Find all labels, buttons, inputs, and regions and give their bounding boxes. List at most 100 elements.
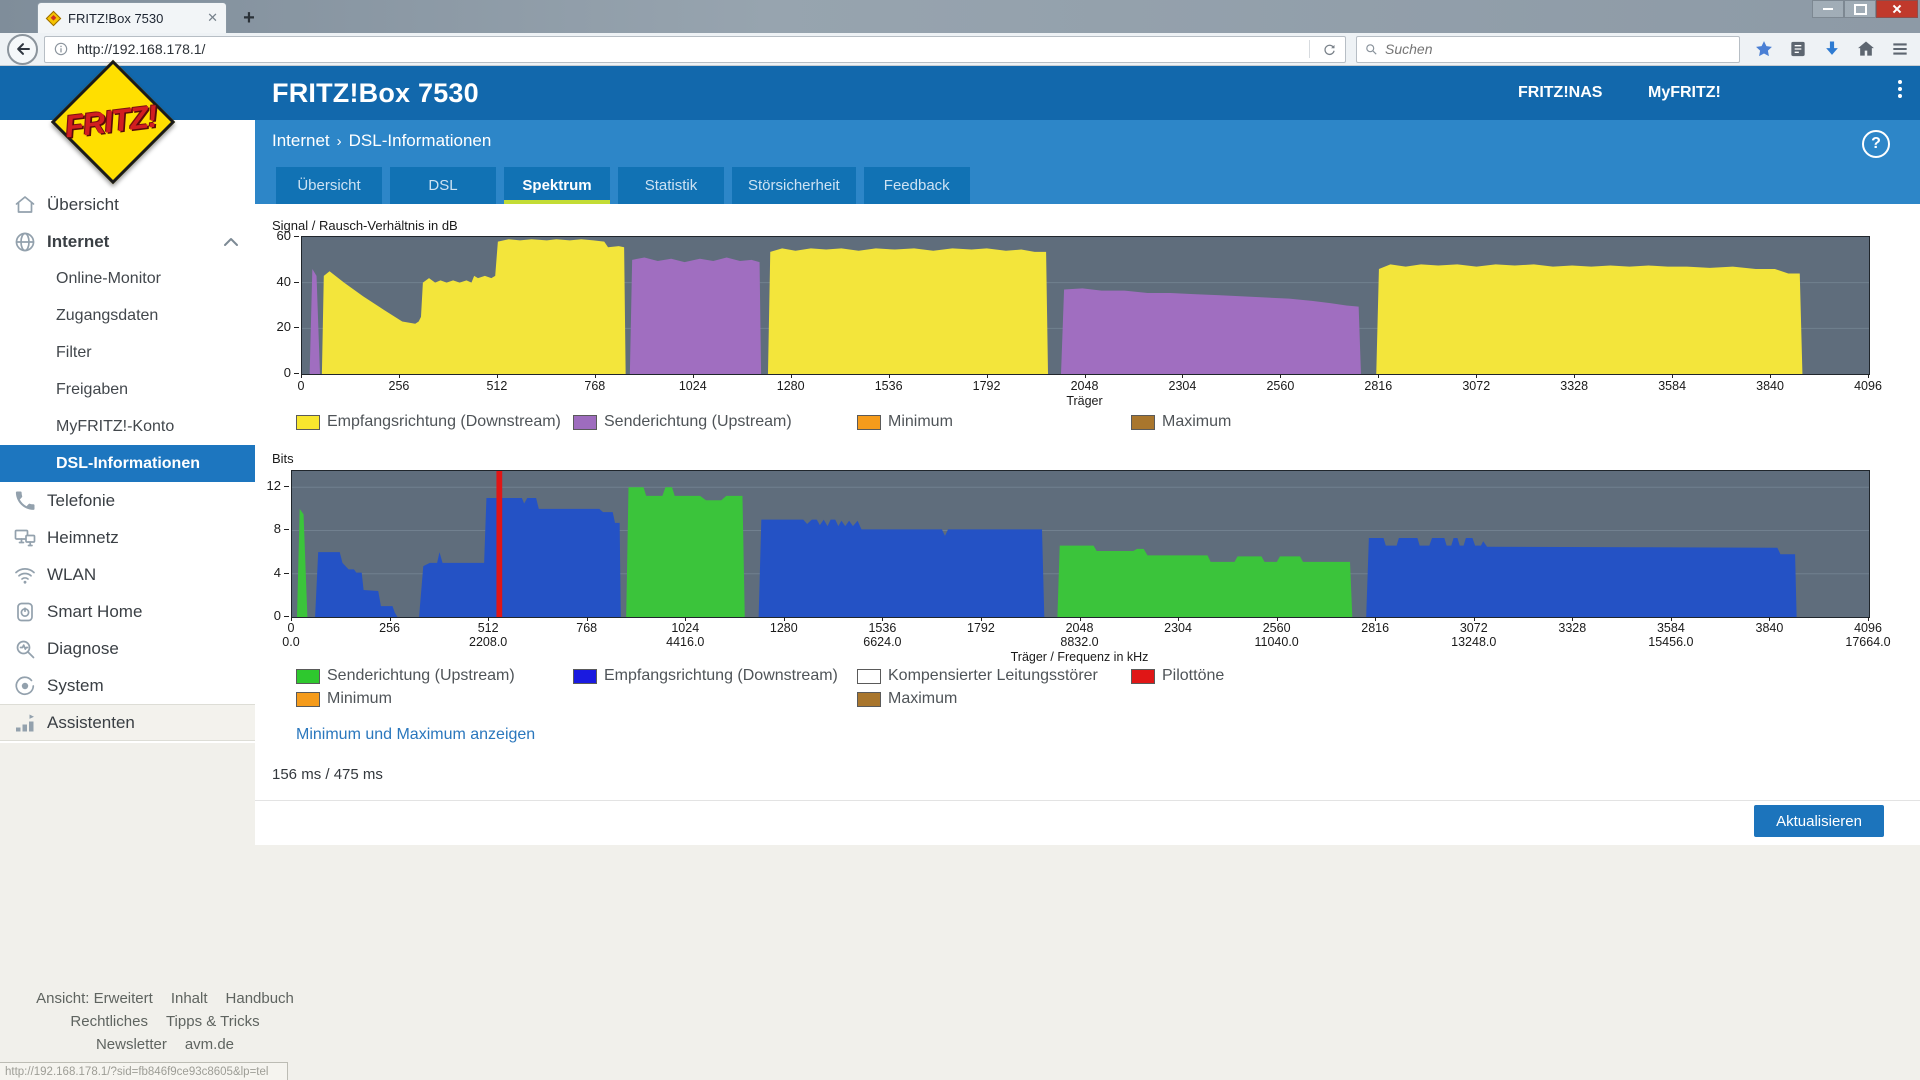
x-tick-mark — [1574, 374, 1576, 378]
sidebar: Übersicht Internet Online-Monitor Zugangsda… — [0, 120, 255, 743]
window-controls — [1812, 0, 1918, 18]
new-tab-button[interactable]: + — [243, 7, 255, 29]
footer-link-avm-de[interactable]: avm.de — [184, 1036, 235, 1053]
sidebar-item-heimnetz[interactable]: Heimnetz — [0, 519, 255, 556]
sidebar-item-diagnose[interactable]: Diagnose — [0, 630, 255, 667]
tab-spektrum[interactable]: Spektrum — [504, 167, 610, 204]
sidebar-item-telefonie[interactable]: Telefonie — [0, 482, 255, 519]
x-freq-label: 15456.0 — [1648, 635, 1694, 649]
legend-label: Maximum — [1162, 413, 1232, 430]
browser-tab-title: FRITZ!Box 7530 — [68, 10, 164, 26]
x-tick-label: 512 — [477, 621, 499, 635]
x-tick-label: 256 — [388, 379, 410, 393]
reload-icon[interactable] — [1322, 42, 1337, 57]
chevron-up-icon[interactable] — [219, 231, 239, 251]
x-tick-label: 512 — [486, 379, 508, 393]
x-tick-mark — [488, 617, 490, 621]
tab-bersicht[interactable]: Übersicht — [276, 167, 382, 204]
tab-close-icon[interactable]: ✕ — [207, 10, 218, 25]
back-button[interactable] — [7, 33, 38, 65]
browser-tab[interactable]: FRITZ!Box 7530 ✕ — [37, 2, 227, 33]
x-tick-label: 0 — [287, 621, 295, 635]
sidebar-item-bersicht[interactable]: Übersicht — [0, 186, 255, 223]
x-tick-label: 2304 — [1164, 621, 1192, 635]
footer-link-newsletter[interactable]: Newsletter — [95, 1036, 167, 1053]
url-input[interactable] — [75, 40, 1305, 58]
search-input[interactable] — [1383, 40, 1739, 58]
bookmark-star-icon[interactable] — [1754, 39, 1774, 59]
chart1-title: Signal / Rausch-Verhältnis in dB — [272, 218, 458, 233]
x-tick-label: 1024 — [671, 621, 700, 635]
site-info-icon[interactable] — [53, 41, 69, 57]
breadcrumb-section[interactable]: Internet — [272, 131, 330, 150]
sidebar-item-wlan[interactable]: WLAN — [0, 556, 255, 593]
x-freq-label: 17664.0 — [1845, 635, 1891, 649]
maximize-button[interactable] — [1844, 0, 1876, 18]
minimize-button[interactable] — [1812, 0, 1844, 18]
close-button[interactable] — [1876, 0, 1918, 18]
tab-dsl[interactable]: DSL — [390, 167, 496, 204]
menu-hamburger-icon[interactable] — [1890, 39, 1910, 59]
myfritz-link[interactable]: MyFRITZ! — [1648, 84, 1721, 101]
x-tick-label: 1536 — [874, 379, 903, 393]
sidebar-item-online-monitor[interactable]: Online-Monitor — [0, 260, 255, 297]
sidebar-item-label: Internet — [47, 231, 110, 251]
home-toolbar-icon[interactable] — [1856, 39, 1876, 59]
legend-label: Senderichtung (Upstream) — [327, 667, 515, 684]
x-tick-mark — [291, 617, 292, 621]
legend-item-minimum: Minimum — [296, 689, 392, 709]
sidebar-item-filter[interactable]: Filter — [0, 334, 255, 371]
search-bar[interactable] — [1356, 35, 1740, 63]
help-icon[interactable]: ? — [1862, 130, 1890, 158]
footer-link-inhalt[interactable]: Inhalt — [170, 990, 208, 1007]
sidebar-item-myfritz-konto[interactable]: MyFRITZ!-Konto — [0, 408, 255, 445]
tab-label: Störsicherheit — [748, 177, 840, 194]
x-tick-mark — [1079, 617, 1081, 621]
downloads-icon[interactable] — [1822, 39, 1842, 59]
bits-chart — [291, 470, 1870, 618]
app-header: FRITZ!Box 7530 FRITZ!NAS MyFRITZ! — [0, 66, 1920, 120]
tab-statistik[interactable]: Statistik — [618, 167, 724, 204]
sidebar-item-label: Telefonie — [47, 490, 116, 510]
x-tick-label: 2048 — [1065, 621, 1094, 635]
status-bar: http://192.168.178.1/?sid=fb846f9ce93c86… — [0, 1062, 288, 1080]
system-icon — [13, 674, 37, 698]
sidebar-item-label: Filter — [56, 343, 92, 361]
show-minmax-link[interactable]: Minimum und Maximum anzeigen — [296, 726, 536, 743]
tab-label: Spektrum — [522, 177, 592, 194]
footer-link-rechtliches[interactable]: Rechtliches — [70, 1013, 148, 1030]
network-icon — [13, 526, 37, 550]
bookmarks-panel-icon[interactable] — [1788, 39, 1808, 59]
sidebar-item-system[interactable]: System — [0, 667, 255, 704]
x-tick-label: 768 — [584, 379, 606, 393]
url-bar[interactable] — [44, 35, 1346, 63]
sidebar-item-dsl-informationen[interactable]: DSL-Informationen — [0, 445, 255, 482]
sidebar-item-freigaben[interactable]: Freigaben — [0, 371, 255, 408]
sidebar-item-zugangsdaten[interactable]: Zugangsdaten — [0, 297, 255, 334]
tab-label: Feedback — [883, 177, 950, 194]
sidebar-item-label: Heimnetz — [47, 527, 119, 547]
legend-swatch — [1131, 414, 1155, 430]
x-tick-mark — [888, 374, 890, 378]
refresh-button[interactable]: Aktualisieren — [1754, 805, 1884, 837]
x-tick-label: 256 — [379, 621, 400, 635]
y-tick-label: 20 — [257, 319, 299, 334]
sidebar-item-smart-home[interactable]: Smart Home — [0, 593, 255, 630]
fritz-logo[interactable]: FRITZ! — [50, 59, 176, 185]
sidebar-item-assistenten[interactable]: Assistenten — [0, 704, 255, 741]
footer-link-tipps-tricks[interactable]: Tipps & Tricks — [165, 1013, 260, 1030]
fritz-favicon-icon — [45, 10, 62, 26]
legend-label: Pilottöne — [1162, 667, 1225, 684]
footer-link-handbuch[interactable]: Handbuch — [225, 990, 294, 1007]
breadcrumb: Internet › DSL-Informationen — [272, 131, 492, 150]
footer-link-ansicht-erweitert[interactable]: Ansicht: Erweitert — [36, 990, 153, 1007]
sidebar-item-label: Smart Home — [47, 601, 143, 621]
overflow-menu-icon[interactable] — [1898, 80, 1902, 98]
sidebar-item-label: System — [47, 675, 104, 695]
tab-st-rsicherheit[interactable]: Störsicherheit — [732, 167, 856, 204]
tab-feedback[interactable]: Feedback — [863, 167, 970, 204]
fritznas-link[interactable]: FRITZ!NAS — [1518, 84, 1603, 101]
legend-item-pilott-ne: Pilottöne — [1131, 666, 1224, 686]
sidebar-item-internet[interactable]: Internet — [0, 223, 255, 260]
page-title: FRITZ!Box 7530 — [272, 78, 479, 108]
